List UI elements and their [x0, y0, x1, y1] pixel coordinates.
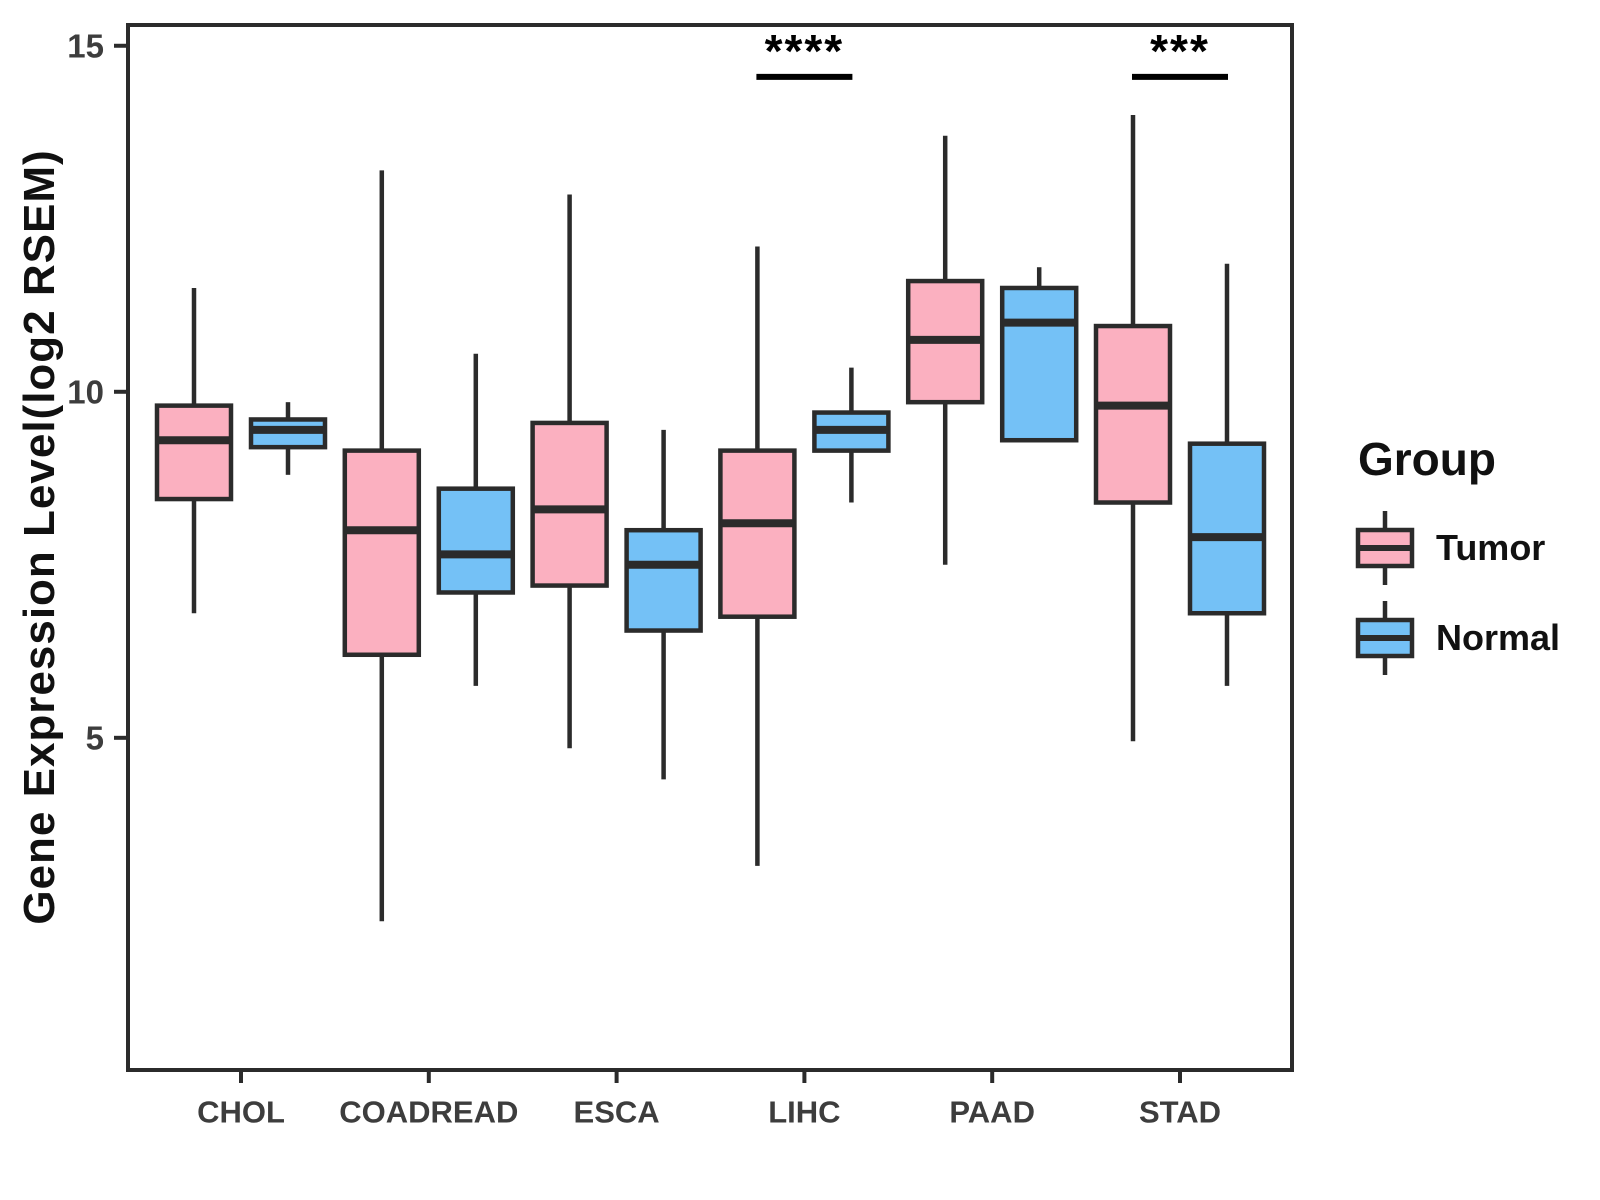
tumor-boxplot-glyph [1355, 511, 1415, 585]
x-category-label: COADREAD [339, 1094, 518, 1129]
box-tumor-coadread [342, 448, 422, 658]
x-category-label: STAD [1139, 1094, 1221, 1129]
x-category-label: PAAD [949, 1094, 1035, 1129]
legend-item-tumor: Tumor [1352, 508, 1560, 588]
x-category-label: CHOL [197, 1094, 285, 1129]
x-category-label: LIHC [768, 1094, 840, 1129]
box-tumor-esca [530, 420, 609, 588]
box-normal-coadread [436, 486, 516, 595]
box-normal-esca [624, 527, 703, 633]
panel-border [126, 23, 1294, 1072]
y-tick-label: 5 [86, 719, 104, 756]
box-tumor-stad [1093, 323, 1173, 505]
x-category-label: ESCA [574, 1094, 660, 1129]
significance-stars-lihc: **** [765, 25, 845, 77]
y-axis-label: Gene Expression Level(log2 RSEM) [15, 149, 64, 925]
box-tumor-chol [154, 403, 234, 502]
legend: Group Tumor Normal [1352, 432, 1560, 688]
box-normal-stad [1187, 441, 1267, 616]
legend-label-tumor: Tumor [1436, 527, 1546, 568]
box-tumor-lihc [718, 448, 797, 619]
y-tick-label: 15 [67, 27, 104, 64]
legend-label-normal: Normal [1436, 617, 1561, 658]
legend-item-normal: Normal [1352, 598, 1560, 678]
legend-title: Group [1358, 433, 1496, 485]
normal-boxplot-glyph [1355, 601, 1415, 675]
box-normal-paad [999, 285, 1079, 443]
significance-stars-stad: *** [1150, 25, 1210, 77]
y-tick-label: 10 [67, 373, 104, 410]
